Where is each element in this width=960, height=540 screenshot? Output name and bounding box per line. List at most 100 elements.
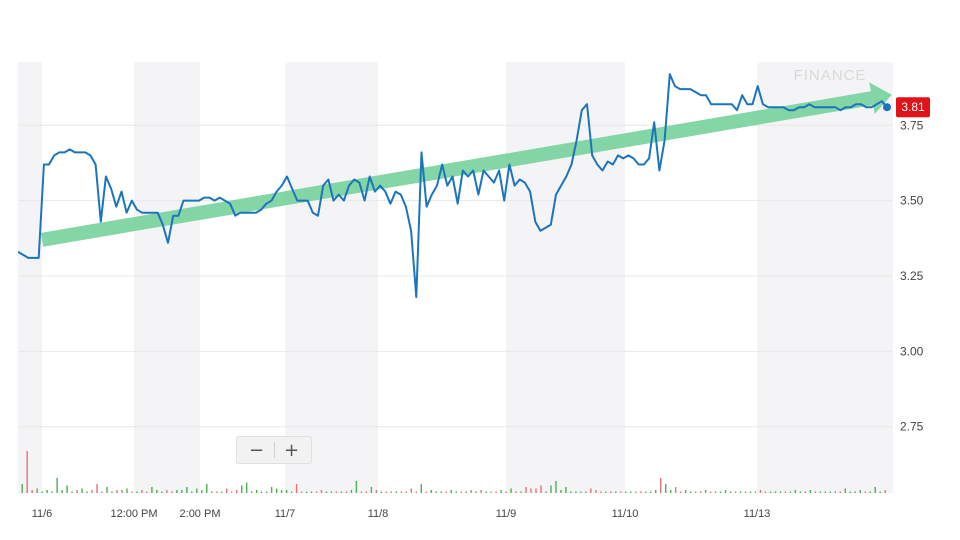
x-tick-label: 11/7 [275, 508, 296, 520]
volume-bar [575, 491, 577, 493]
volume-bar [395, 491, 398, 493]
volume-bar [81, 488, 83, 493]
session-band [506, 62, 625, 493]
volume-bar [669, 490, 672, 493]
volume-bar [111, 491, 113, 493]
volume-bar [61, 490, 63, 493]
volume-bar [26, 451, 28, 493]
volume-bar [879, 491, 881, 493]
volume-bar [759, 490, 762, 493]
volume-bar [116, 490, 118, 493]
y-tick-label: 3.50 [900, 194, 924, 208]
volume-bar [31, 490, 33, 493]
volume-bar [146, 491, 148, 493]
volume-bar [450, 490, 452, 493]
volume-bar [505, 491, 507, 493]
volume-bar [714, 491, 717, 493]
volume-bar [694, 491, 697, 493]
volume-bar [794, 490, 797, 493]
volume-bar [410, 488, 412, 493]
volume-bar [365, 491, 368, 493]
volume-bar [674, 487, 677, 493]
volume-bar [91, 490, 93, 493]
last-price-label: 3.81 [901, 100, 925, 114]
volume-bar [595, 490, 597, 493]
volume-bar [495, 491, 497, 493]
volume-bar [560, 490, 562, 493]
volume-bar [565, 487, 567, 493]
volume-bar [824, 491, 827, 493]
zoom-divider [273, 442, 275, 458]
x-tick-label: 11/10 [612, 508, 639, 520]
volume-bar [106, 487, 108, 493]
last-price-point [883, 103, 891, 112]
volume-bar [385, 491, 388, 493]
volume-bar [325, 491, 328, 493]
volume-bar [570, 491, 572, 493]
volume-bar [869, 491, 871, 493]
volume-bar [151, 487, 153, 493]
volume-bar [480, 490, 482, 493]
volume-bar [884, 490, 886, 493]
volume-bar [216, 491, 218, 493]
volume-bar [56, 478, 58, 493]
volume-bar [630, 491, 632, 493]
volume-bar [615, 491, 617, 493]
volume-bar [829, 491, 832, 493]
volume-bar [275, 488, 278, 493]
volume-bar [380, 491, 383, 493]
volume-bar [260, 491, 263, 493]
volume-bar [136, 491, 138, 493]
volume-bar [689, 491, 692, 493]
volume-bar [665, 484, 667, 493]
volume-bar [161, 491, 163, 493]
volume-bar [475, 491, 477, 493]
zoom-out-button[interactable]: − [248, 439, 265, 461]
volume-bar [186, 487, 188, 493]
y-tick-label: 3.25 [900, 269, 924, 283]
volume-bar [295, 484, 298, 493]
y-tick-label: 3.75 [900, 118, 924, 132]
volume-bar [176, 490, 178, 493]
volume-bar [370, 487, 373, 493]
volume-bar [196, 488, 198, 493]
volume-bar [709, 491, 712, 493]
volume-bar [729, 491, 732, 493]
volume-bar [515, 491, 517, 493]
volume-bar [455, 491, 457, 493]
volume-bar [226, 488, 228, 493]
volume-bar [290, 491, 293, 493]
volume-bar [345, 491, 348, 493]
volume-bar [610, 491, 612, 493]
volume-bar [550, 485, 552, 493]
volume-bar [445, 491, 447, 493]
volume-bar [739, 491, 742, 493]
zoom-in-button[interactable]: + [283, 439, 300, 461]
volume-bar [804, 491, 807, 493]
volume-bar [181, 490, 183, 493]
volume-bar [679, 491, 682, 493]
volume-bar [849, 491, 851, 493]
session-band [134, 62, 200, 493]
last-price-box [896, 97, 930, 118]
volume-bar [171, 491, 173, 493]
volume-bar [400, 491, 403, 493]
volume-bar [360, 491, 363, 493]
session-band [757, 62, 893, 493]
volume-bar [206, 484, 208, 493]
volume-bar [650, 491, 652, 493]
volume-bar [221, 491, 223, 493]
volume-bar [131, 491, 133, 493]
volume-bar [844, 488, 846, 493]
session-band [285, 62, 378, 493]
volume-bar [240, 485, 243, 493]
volume-bar [490, 491, 492, 493]
volume-bar [375, 490, 378, 493]
volume-bar [535, 488, 537, 493]
x-tick-label: 11/8 [368, 508, 389, 520]
volume-bar [485, 491, 487, 493]
volume-bar [166, 490, 168, 493]
volume-bar [749, 491, 752, 493]
volume-bar [335, 491, 338, 493]
